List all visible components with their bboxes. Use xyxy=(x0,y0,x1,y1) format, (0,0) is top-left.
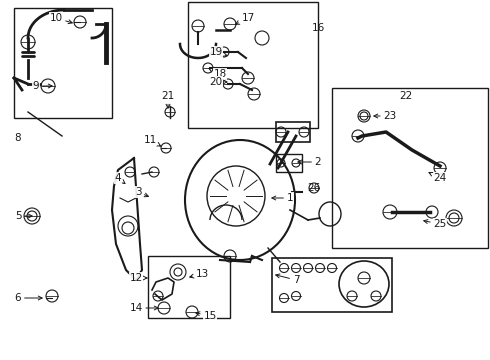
Text: 24: 24 xyxy=(429,172,446,183)
Text: 6: 6 xyxy=(15,293,42,303)
Text: 10: 10 xyxy=(49,13,73,24)
Text: 26: 26 xyxy=(307,183,320,193)
Text: 13: 13 xyxy=(190,269,209,279)
Text: 16: 16 xyxy=(311,23,325,33)
Bar xyxy=(332,88,488,248)
Text: 11: 11 xyxy=(144,135,161,146)
Bar xyxy=(276,122,310,142)
Text: 25: 25 xyxy=(424,219,446,229)
Text: 19: 19 xyxy=(209,47,227,57)
Bar xyxy=(276,154,302,172)
Text: 2: 2 xyxy=(298,157,321,167)
Text: 3: 3 xyxy=(135,187,148,197)
Bar xyxy=(148,256,230,318)
Text: 20: 20 xyxy=(209,77,227,87)
Bar xyxy=(14,8,112,118)
Text: 1: 1 xyxy=(272,193,294,203)
Text: 23: 23 xyxy=(374,111,396,121)
Bar xyxy=(272,258,392,312)
Text: 22: 22 xyxy=(399,91,413,101)
Text: 9: 9 xyxy=(33,81,52,91)
Text: 4: 4 xyxy=(115,173,125,184)
Text: 5: 5 xyxy=(15,211,32,221)
Text: 8: 8 xyxy=(15,133,21,143)
Text: 14: 14 xyxy=(129,303,158,313)
Bar xyxy=(188,2,318,128)
Text: 7: 7 xyxy=(276,274,299,285)
Text: 21: 21 xyxy=(161,91,174,108)
Text: 18: 18 xyxy=(209,68,227,79)
Text: 12: 12 xyxy=(129,273,147,283)
Text: 15: 15 xyxy=(196,311,217,321)
Text: 17: 17 xyxy=(236,13,255,24)
